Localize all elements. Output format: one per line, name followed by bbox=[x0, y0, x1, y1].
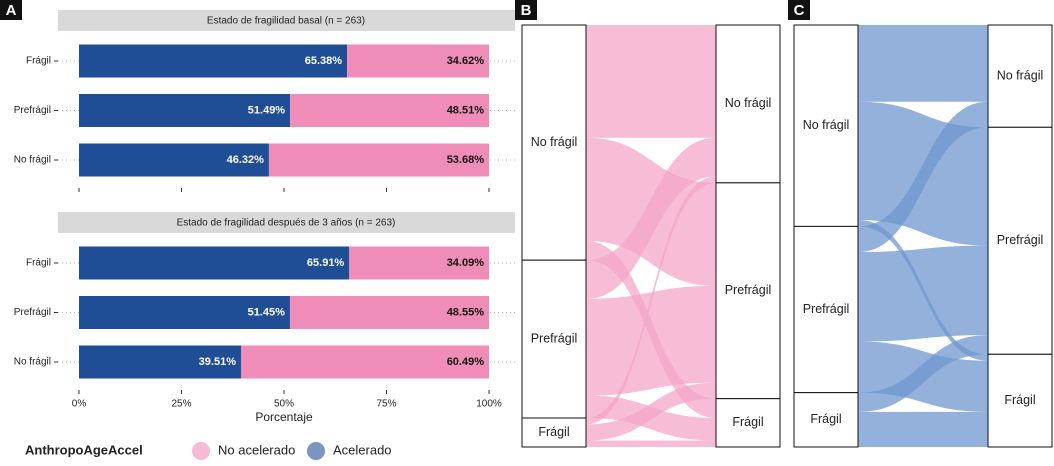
legend-title: AnthropoAgeAccel bbox=[25, 442, 143, 457]
facet-strip bbox=[58, 10, 515, 31]
y-tick-label: Frágil bbox=[26, 258, 51, 269]
node bbox=[987, 24, 1053, 128]
node-label: No frágil bbox=[725, 96, 772, 110]
x-tick-label: 100% bbox=[476, 399, 502, 410]
flow bbox=[858, 25, 988, 102]
panel-label-box bbox=[0, 0, 22, 20]
flow bbox=[858, 101, 988, 252]
y-tick-label: No frágil bbox=[14, 155, 51, 166]
flow bbox=[586, 382, 716, 441]
y-tick-label: Frágil bbox=[26, 56, 51, 67]
panel-label: A bbox=[6, 2, 17, 19]
node bbox=[793, 392, 859, 448]
flows bbox=[586, 25, 716, 447]
flow bbox=[586, 25, 716, 138]
panel-label-box bbox=[788, 0, 810, 20]
flows bbox=[858, 25, 988, 447]
flow bbox=[586, 440, 716, 447]
value-label: 34.09% bbox=[447, 257, 485, 269]
node bbox=[521, 24, 587, 261]
value-label: 53.68% bbox=[447, 154, 485, 166]
x-tick-label: 0% bbox=[72, 399, 87, 410]
value-label: 48.51% bbox=[447, 104, 485, 116]
value-label: 65.91% bbox=[307, 257, 345, 269]
legend-label: Acelerado bbox=[333, 442, 392, 457]
node-label: Frágil bbox=[732, 415, 763, 429]
bar-segment bbox=[240, 345, 489, 379]
value-label: 48.55% bbox=[447, 306, 485, 318]
bar-segment bbox=[268, 143, 489, 177]
x-tick-label: 50% bbox=[274, 399, 294, 410]
value-label: 51.45% bbox=[248, 306, 286, 318]
bar-segment bbox=[79, 246, 350, 280]
node-label: No frágil bbox=[531, 135, 578, 149]
value-label: 34.62% bbox=[447, 55, 485, 67]
bar-segment bbox=[79, 143, 269, 177]
y-tick-label: No frágil bbox=[14, 357, 51, 368]
flow bbox=[858, 335, 988, 412]
node-label: Frágil bbox=[810, 412, 841, 426]
y-tick-label: Prefrágil bbox=[14, 105, 51, 116]
flow bbox=[586, 176, 716, 425]
legend-label: No acelerado bbox=[218, 442, 295, 457]
bar-segment bbox=[79, 94, 291, 127]
x-tick-label: 25% bbox=[171, 399, 191, 410]
node bbox=[715, 24, 781, 184]
node bbox=[793, 225, 859, 394]
node bbox=[521, 417, 587, 448]
bar-segment bbox=[289, 296, 489, 329]
value-label: 60.49% bbox=[447, 356, 485, 368]
node bbox=[715, 182, 781, 400]
value-label: 65.38% bbox=[305, 55, 343, 67]
node bbox=[793, 24, 859, 227]
node-label: Prefrágil bbox=[997, 233, 1044, 247]
facet-title: Estado de fragilidad después de 3 años (… bbox=[177, 218, 396, 229]
node-label: Frágil bbox=[1004, 393, 1035, 407]
bar-segment bbox=[347, 44, 489, 78]
facet-strip bbox=[58, 212, 515, 233]
facet-title: Estado de fragilidad basal (n = 263) bbox=[207, 16, 365, 27]
node-label: Prefrágil bbox=[725, 283, 772, 297]
node-label: No frágil bbox=[803, 118, 850, 132]
bar-segment bbox=[79, 44, 348, 78]
x-tick-label: 75% bbox=[376, 399, 396, 410]
y-tick-label: Prefrágil bbox=[14, 307, 51, 318]
panel-label: C bbox=[794, 2, 805, 19]
node-label: No frágil bbox=[997, 68, 1044, 82]
node bbox=[987, 126, 1053, 355]
node-label: Frágil bbox=[538, 425, 569, 439]
node bbox=[987, 353, 1053, 448]
bar-segment bbox=[79, 345, 241, 379]
value-label: 51.49% bbox=[248, 104, 286, 116]
legend-swatch bbox=[307, 442, 325, 460]
flow bbox=[586, 285, 716, 396]
bar-segment bbox=[290, 94, 489, 127]
flow bbox=[858, 411, 988, 447]
node bbox=[521, 259, 587, 419]
legend-swatch bbox=[192, 442, 210, 460]
bar-segment bbox=[79, 296, 290, 329]
value-label: 46.32% bbox=[227, 154, 265, 166]
bar-segment bbox=[349, 246, 489, 280]
node-label: Prefrágil bbox=[531, 331, 578, 345]
flow bbox=[586, 137, 716, 299]
node-label: Prefrágil bbox=[803, 302, 850, 316]
x-axis-label: Porcentaje bbox=[255, 410, 313, 424]
panel-label: B bbox=[521, 2, 532, 19]
panel-label-box bbox=[515, 0, 537, 20]
node bbox=[715, 398, 781, 448]
value-label: 39.51% bbox=[199, 356, 237, 368]
flow bbox=[858, 245, 988, 342]
